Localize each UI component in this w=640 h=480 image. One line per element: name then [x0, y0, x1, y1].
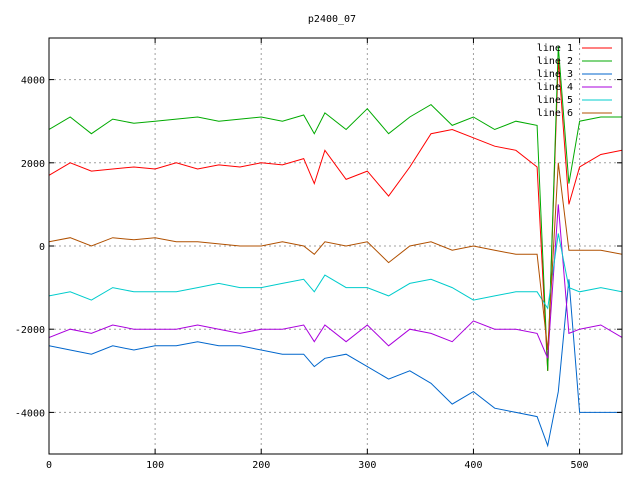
y-tick-label: -2000	[15, 325, 45, 336]
y-tick-label: 2000	[21, 159, 45, 170]
x-tick-label: 0	[46, 460, 52, 471]
x-tick-label: 100	[146, 460, 164, 471]
y-tick-label: 0	[39, 242, 45, 253]
legend-label: line 4	[537, 82, 573, 93]
series-line-5	[49, 233, 622, 310]
x-tick-label: 300	[358, 460, 376, 471]
x-tick-label: 500	[571, 460, 589, 471]
legend: line 1 line 2 line 3 line 4 line 5 line 6	[537, 43, 612, 119]
legend-label: line 1	[537, 43, 573, 54]
series-line-6	[49, 162, 622, 351]
legend-label: line 6	[537, 108, 573, 119]
legend-label: line 3	[537, 69, 573, 80]
series-line-4	[49, 204, 622, 359]
legend-label: line 2	[537, 56, 573, 67]
series-line-2	[49, 46, 622, 371]
y-tick-label: 4000	[21, 76, 45, 87]
series-group	[49, 46, 622, 448]
series-line-3	[49, 279, 622, 448]
y-axis: -4000 -2000 0 2000 4000	[15, 76, 622, 419]
y-tick-label: -4000	[15, 408, 45, 419]
x-tick-label: 200	[252, 460, 270, 471]
x-tick-label: 400	[464, 460, 482, 471]
legend-label: line 5	[537, 95, 573, 106]
x-axis: 0 100 200 300 400 500	[46, 38, 589, 471]
chart-title: p2400_07	[308, 14, 356, 25]
